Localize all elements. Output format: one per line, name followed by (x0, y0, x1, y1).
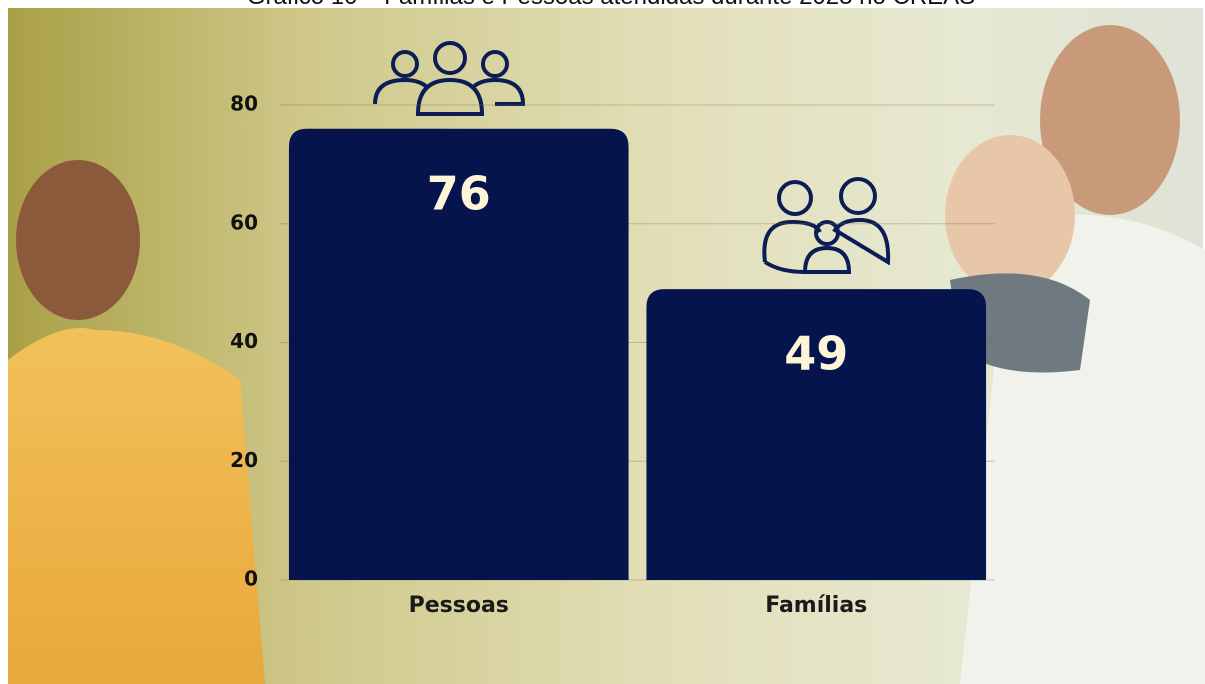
family-icon (762, 177, 891, 274)
x-tick-label: Pessoas (409, 593, 509, 618)
y-tick-label: 80 (230, 92, 258, 116)
person-left-body (8, 328, 265, 684)
value-label: 76 (427, 166, 491, 220)
bar (288, 128, 629, 580)
baby-head (945, 135, 1075, 295)
value-label: 49 (784, 327, 848, 381)
chart-title: Gráfico 10 – Famílias e Pessoas atendida… (247, 0, 975, 10)
people-icon (373, 41, 526, 116)
y-tick-label: 0 (244, 567, 258, 591)
x-tick-label: Famílias (765, 593, 867, 618)
person-left-head (16, 160, 140, 320)
bar (646, 289, 987, 580)
y-tick-label: 40 (230, 329, 258, 353)
y-tick-label: 60 (230, 210, 258, 234)
person-right-head (1040, 25, 1180, 215)
y-tick-label: 20 (230, 448, 258, 472)
